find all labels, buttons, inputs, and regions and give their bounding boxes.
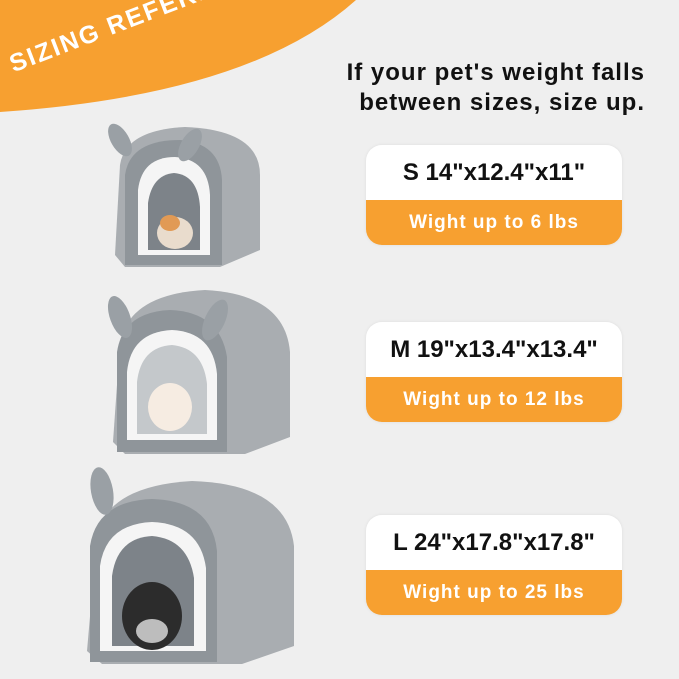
- size-dimensions: M 19"x13.4"x13.4": [366, 322, 622, 377]
- size-weight: Wight up to 6 lbs: [366, 200, 622, 245]
- size-card-s: S 14"x12.4"x11" Wight up to 6 lbs: [366, 145, 622, 245]
- sizing-note: If your pet's weight falls between sizes…: [347, 58, 645, 118]
- pet-house-large-image: [87, 467, 294, 664]
- note-line-1: If your pet's weight falls: [346, 59, 645, 86]
- pet-house-small-image: [108, 123, 260, 267]
- size-weight: Wight up to 12 lbs: [366, 377, 622, 422]
- size-weight: Wight up to 25 lbs: [366, 570, 622, 615]
- note-line-2: between sizes, size up.: [359, 89, 645, 116]
- size-dimensions: S 14"x12.4"x11": [366, 145, 622, 200]
- size-card-l: L 24"x17.8"x17.8" Wight up to 25 lbs: [366, 515, 622, 615]
- size-dimensions: L 24"x17.8"x17.8": [366, 515, 622, 570]
- sizing-banner: [0, 0, 356, 112]
- pet-house-medium-image: [107, 290, 290, 454]
- size-card-m: M 19"x13.4"x13.4" Wight up to 12 lbs: [366, 322, 622, 422]
